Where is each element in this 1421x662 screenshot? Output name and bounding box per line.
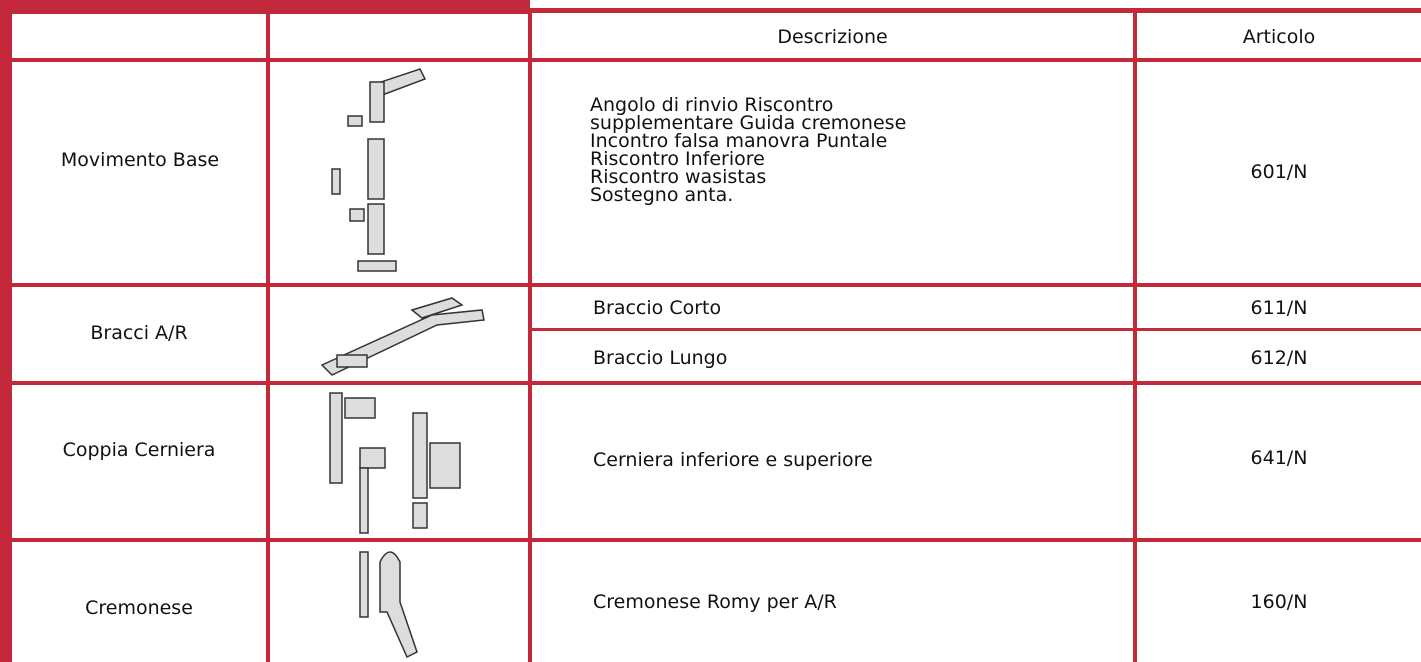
description: Braccio Lungo: [593, 347, 728, 369]
code: 641/N: [1250, 447, 1308, 469]
rule: [12, 381, 1421, 385]
description: Braccio Corto: [593, 297, 722, 319]
line: Riscontro Inferiore: [590, 148, 765, 170]
code: 612/N: [1250, 347, 1308, 369]
row-name: Bracci A/R: [90, 322, 188, 344]
product-image: [320, 297, 485, 376]
row-name: Cremonese: [85, 597, 193, 619]
rule: [530, 8, 1421, 13]
rule: [528, 12, 532, 662]
product-image: [359, 551, 418, 659]
code: 601/N: [1250, 161, 1308, 183]
line: Sostegno anta.: [590, 184, 734, 206]
header-bar: [0, 0, 530, 14]
row-name: Coppia Cerniera: [62, 439, 216, 461]
rule: [12, 538, 1421, 542]
rule: [12, 283, 1421, 287]
description: Cerniera inferiore e superiore: [593, 449, 873, 471]
code: 160/N: [1250, 591, 1308, 613]
header-cell: Articolo: [1242, 26, 1316, 48]
line: supplementare Guida cremonese: [590, 112, 907, 134]
rule: [530, 328, 1421, 331]
line: Riscontro wasistas: [590, 166, 767, 188]
rule: [0, 0, 12, 662]
description: Cremonese Romy per A/R: [593, 591, 837, 613]
code: 611/N: [1250, 297, 1308, 319]
line: Angolo di rinvio Riscontro: [590, 94, 834, 116]
header-cell: Descrizione: [777, 26, 888, 48]
product-image: [331, 68, 427, 272]
rule: [12, 58, 1421, 62]
row-name: Movimento Base: [60, 149, 220, 171]
rule: [266, 12, 270, 662]
description: Angolo di rinvio Riscontro supplementare…: [590, 94, 907, 206]
product-image: [329, 392, 461, 534]
line: Incontro falsa manovra Puntale: [590, 130, 888, 152]
rule: [1133, 12, 1137, 662]
